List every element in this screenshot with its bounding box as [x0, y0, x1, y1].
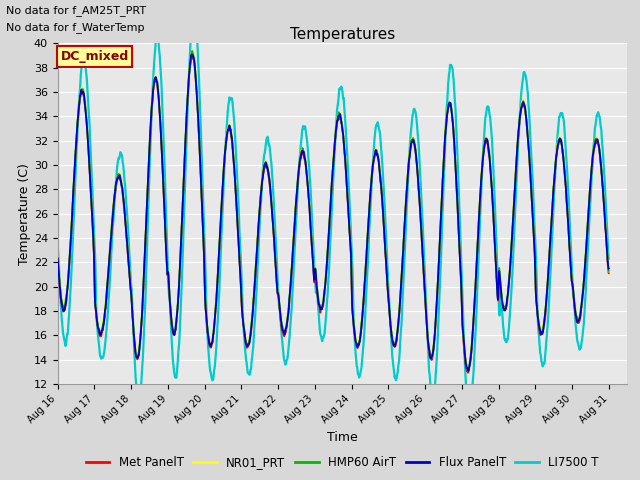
- Text: DC_mixed: DC_mixed: [60, 50, 129, 63]
- Legend: Met PanelT, NR01_PRT, HMP60 AirT, Flux PanelT, LI7500 T: Met PanelT, NR01_PRT, HMP60 AirT, Flux P…: [81, 451, 604, 474]
- Text: No data for f_WaterTemp: No data for f_WaterTemp: [6, 22, 145, 33]
- X-axis label: Time: Time: [327, 431, 358, 444]
- Text: No data for f_AM25T_PRT: No data for f_AM25T_PRT: [6, 5, 147, 16]
- Y-axis label: Temperature (C): Temperature (C): [18, 163, 31, 264]
- Title: Temperatures: Temperatures: [290, 27, 395, 42]
